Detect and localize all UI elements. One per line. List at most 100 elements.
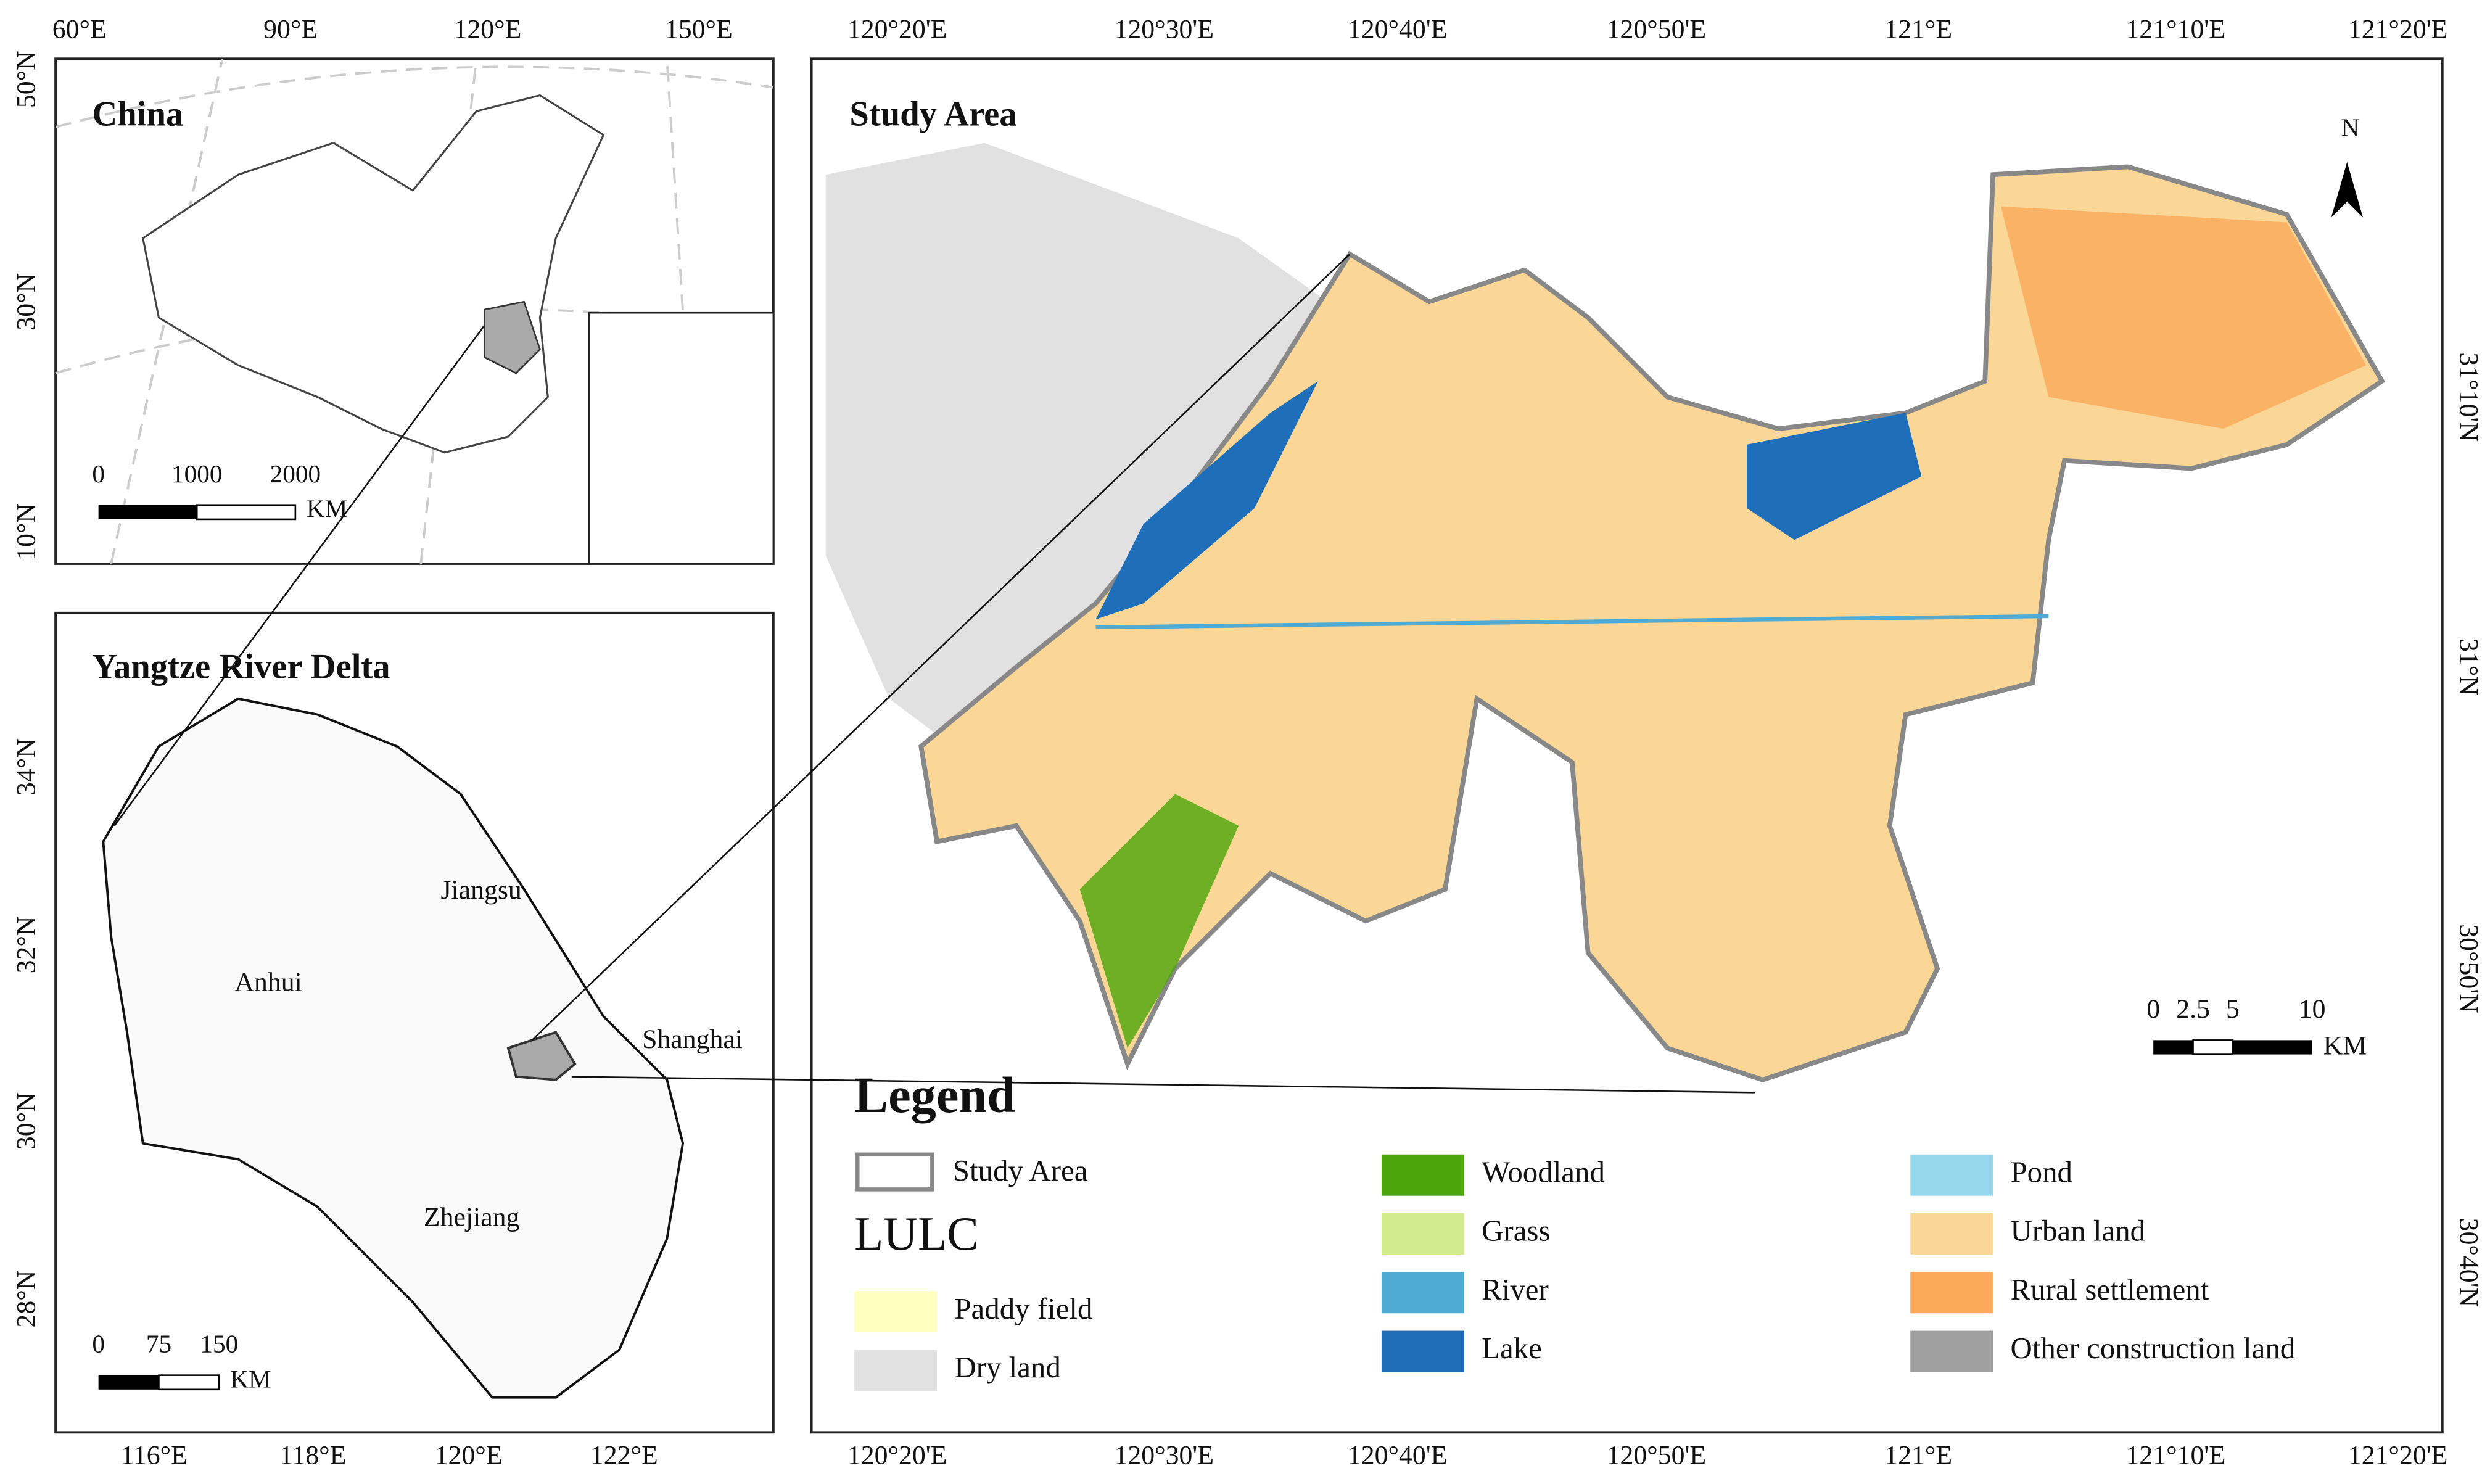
tick-label: 34°N — [11, 738, 41, 796]
lake — [1747, 413, 1922, 540]
tick-label: 122°E — [590, 1441, 658, 1470]
legend-swatch — [854, 1350, 938, 1391]
tick-label: 32°N — [11, 916, 41, 973]
north-label: N — [2341, 113, 2360, 142]
scale-label: 5 — [2226, 994, 2240, 1024]
tick-label: 30°N — [11, 1092, 41, 1150]
tick-label: 120°E — [435, 1441, 503, 1470]
tick-label: 120°40'E — [1348, 15, 1447, 44]
tick-label: 118°E — [279, 1441, 346, 1470]
delta-outline — [102, 697, 685, 1399]
legend-swatch — [1910, 1330, 1993, 1372]
tick-label: 121°10'E — [2125, 15, 2225, 44]
scale-bar — [196, 504, 297, 521]
scale-bar — [2153, 1040, 2193, 1055]
legend-label: Rural settlement — [2010, 1272, 2209, 1306]
legend-swatch — [1381, 1154, 1464, 1196]
tick-label: 28°N — [11, 1271, 41, 1328]
scale-bar — [158, 1374, 220, 1391]
scale-label: 1000 — [171, 460, 222, 488]
scale-label: 0 — [92, 1330, 105, 1358]
scale-label: 75 — [146, 1330, 171, 1358]
tick-label: 116°E — [121, 1441, 188, 1470]
tick-label: 120°20'E — [847, 15, 947, 44]
lulc-title: LULC — [854, 1207, 979, 1260]
lake — [1095, 381, 1318, 620]
legend-swatch — [1910, 1213, 1993, 1255]
tick-label: 31°10'N — [2454, 352, 2483, 441]
tick-label: 150°E — [665, 15, 733, 44]
tick-label: 121°E — [1884, 1441, 1952, 1470]
tick-label: 121°E — [1884, 15, 1952, 44]
connector — [113, 254, 1755, 1094]
tick-label: 10°N — [11, 503, 41, 561]
tick-label: 120°30'E — [1114, 15, 1213, 44]
scale-bar — [98, 1375, 159, 1390]
tick-label: 30°N — [11, 273, 41, 331]
legend-label: Dry land — [954, 1350, 1060, 1384]
tick-label: 121°10'E — [2125, 1441, 2225, 1470]
tick-label: 121°20'E — [2348, 1441, 2447, 1470]
legend-label: Lake — [1482, 1331, 1542, 1365]
legend-title: Legend — [854, 1067, 1015, 1123]
scale-label: 0 — [2146, 994, 2160, 1024]
inset-frame — [588, 311, 775, 565]
legend-swatch — [1910, 1154, 1993, 1196]
region-label: Shanghai — [642, 1024, 743, 1054]
legend-swatch — [854, 1291, 938, 1333]
legend-swatch — [1381, 1330, 1464, 1372]
legend-label: River — [1482, 1272, 1549, 1306]
tick-label: 120°50'E — [1607, 1441, 1706, 1470]
legend-swatch — [1381, 1272, 1464, 1314]
tick-label: 120°40'E — [1348, 1441, 1447, 1470]
tick-label: 121°20'E — [2348, 15, 2447, 44]
legend: Legend Study Area LULC Paddy field Dry la… — [854, 1067, 2295, 1391]
panel-title: Study Area — [849, 96, 1016, 134]
north-arrow — [2331, 162, 2364, 218]
legend-label: Study Area — [953, 1153, 1088, 1187]
lake-taihu — [825, 142, 1350, 747]
scale-unit: KM — [307, 494, 347, 522]
scale-label: 10 — [2299, 994, 2326, 1024]
tick-label: 120°20'E — [847, 1441, 947, 1470]
tick-label: 60°E — [52, 15, 107, 44]
rural — [2001, 206, 2367, 429]
study-area — [918, 164, 2386, 1082]
scale-bar — [98, 505, 197, 519]
tick-label: 50°N — [11, 51, 41, 108]
tick-label: 90°E — [263, 15, 318, 44]
legend-label: Woodland — [1482, 1155, 1605, 1189]
legend-label: Pond — [2010, 1155, 2072, 1189]
legend-label: Urban land — [2010, 1214, 2145, 1248]
legend-label: Other construction land — [2010, 1331, 2295, 1365]
tick-label: 31°N — [2454, 638, 2483, 696]
scale-bar — [2192, 1039, 2234, 1055]
scale-unit: KM — [230, 1364, 271, 1393]
region-label: Jiangsu — [440, 875, 521, 905]
scale-bar — [2232, 1040, 2312, 1055]
scale-label: 0 — [92, 460, 105, 488]
scale-unit: KM — [2323, 1031, 2367, 1060]
tick-label: 120°30'E — [1114, 1441, 1213, 1470]
region-label: Anhui — [234, 967, 302, 997]
legend-label: Paddy field — [954, 1292, 1092, 1325]
tick-label: 30°40'N — [2454, 1218, 2483, 1307]
woodland — [1079, 794, 1239, 1049]
scale-label: 150 — [200, 1330, 238, 1358]
panel-title: China — [92, 96, 183, 134]
tick-label: 30°50'N — [2454, 924, 2483, 1013]
legend-swatch — [855, 1152, 934, 1192]
scale-label: 2000 — [270, 460, 321, 488]
legend-swatch — [1910, 1272, 1993, 1314]
tick-label: 120°50'E — [1607, 15, 1706, 44]
tick-label: 120°E — [453, 15, 521, 44]
study-highlight — [506, 1031, 577, 1081]
delta-highlight — [483, 300, 541, 374]
china-outline — [141, 94, 605, 454]
legend-swatch — [1381, 1213, 1464, 1255]
river — [1095, 614, 2049, 630]
region-label: Zhejiang — [424, 1202, 520, 1232]
legend-label: Grass — [1482, 1214, 1550, 1248]
